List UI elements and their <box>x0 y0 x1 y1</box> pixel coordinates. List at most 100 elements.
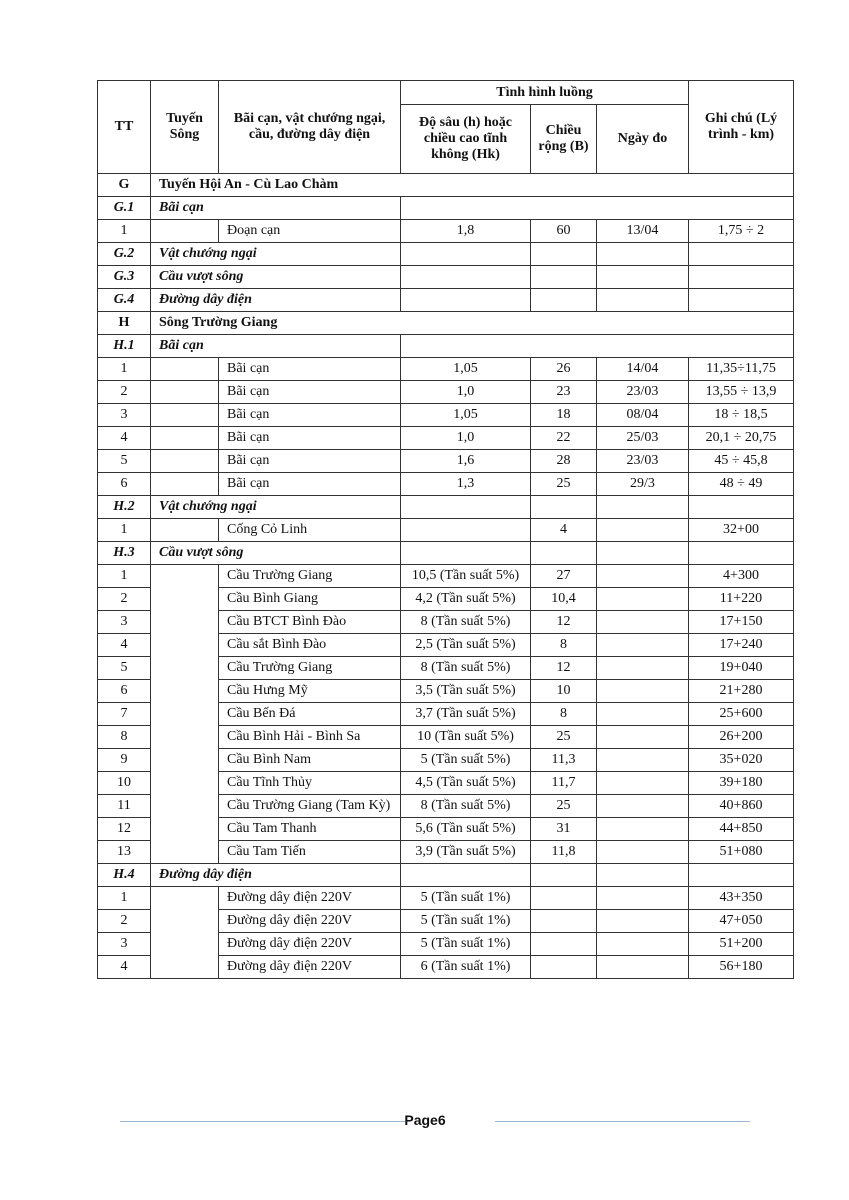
object-name: Cầu sắt Bình Đào <box>218 633 401 657</box>
depth-value: 8 (Tần suất 5%) <box>400 656 531 680</box>
empty-cell <box>530 265 597 289</box>
note-value: 51+080 <box>688 840 794 864</box>
table-row: 1 Cầu Trường Giang 10,5 (Tần suất 5%) 27 4+3… <box>97 564 794 864</box>
empty-cell <box>400 495 531 519</box>
object-name: Bãi cạn <box>218 426 401 450</box>
object-name: Cầu Trường Giang <box>218 656 401 680</box>
date-value <box>596 633 689 657</box>
row-tt: 10 <box>97 771 151 795</box>
object-name: Bãi cạn <box>218 449 401 473</box>
row-tt: 13 <box>97 840 151 864</box>
depth-value: 3,7 (Tần suất 5%) <box>400 702 531 726</box>
depth-value: 4,5 (Tần suất 5%) <box>400 771 531 795</box>
date-value: 25/03 <box>596 426 689 450</box>
depth-value: 4,2 (Tần suất 5%) <box>400 587 531 611</box>
row-tt: 1 <box>97 219 151 243</box>
subsection-tt: H.1 <box>97 334 151 358</box>
row-tt: 1 <box>97 518 151 542</box>
table-row: 11 Cầu Trường Giang (Tam Kỳ) 8 (Tần suất 5… <box>97 794 794 818</box>
empty-cell <box>400 863 531 887</box>
row-tt: 4 <box>97 426 151 450</box>
depth-value: 1,0 <box>400 380 531 404</box>
subsection-row: G.3 Cầu vượt sông <box>97 265 794 289</box>
width-value: 12 <box>530 656 597 680</box>
note-value: 48 ÷ 49 <box>688 472 794 496</box>
river-cell <box>150 518 219 542</box>
table-row: 2 Đường dây điện 220V 5 (Tần suất 1%) 47+05… <box>97 909 794 933</box>
width-value: 27 <box>530 564 597 588</box>
subsection-label: Bãi cạn <box>150 196 401 220</box>
table-row: 1 Đường dây điện 220V 5 (Tần suất 1%) 43+35… <box>97 886 794 979</box>
empty-cell <box>688 265 794 289</box>
width-value: 26 <box>530 357 597 381</box>
date-value: 29/3 <box>596 472 689 496</box>
depth-value: 8 (Tần suất 5%) <box>400 794 531 818</box>
object-name: Đường dây điện 220V <box>218 932 401 956</box>
table-row: 13 Cầu Tam Tiến 3,9 (Tần suất 5%) 11,8 51+08… <box>97 840 794 864</box>
row-tt: 7 <box>97 702 151 726</box>
object-name: Cầu Bến Đá <box>218 702 401 726</box>
header-date: Ngày đo <box>596 104 689 174</box>
date-value <box>596 748 689 772</box>
date-value <box>596 794 689 818</box>
width-value: 60 <box>530 219 597 243</box>
river-cell <box>150 472 219 496</box>
depth-value: 8 (Tần suất 5%) <box>400 610 531 634</box>
note-value: 35+020 <box>688 748 794 772</box>
table-row: 12 Cầu Tam Thanh 5,6 (Tần suất 5%) 31 44+850 <box>97 817 794 841</box>
subsection-label: Bãi cạn <box>150 334 401 358</box>
date-value <box>596 610 689 634</box>
width-value: 11,3 <box>530 748 597 772</box>
width-value: 25 <box>530 725 597 749</box>
river-cell <box>150 426 219 450</box>
depth-value: 1,05 <box>400 357 531 381</box>
width-value <box>530 932 597 956</box>
subsection-label: Cầu vượt sông <box>150 265 401 289</box>
header-channel-status: Tình hình luồng <box>400 80 689 105</box>
depth-value: 3,9 (Tần suất 5%) <box>400 840 531 864</box>
depth-value: 5 (Tần suất 1%) <box>400 932 531 956</box>
subsection-row: H.4 Đường dây điện <box>97 863 794 887</box>
row-tt: 9 <box>97 748 151 772</box>
table-row: 6 Bãi cạn 1,3 25 29/3 48 ÷ 49 <box>97 472 794 496</box>
object-name: Bãi cạn <box>218 357 401 381</box>
date-value <box>596 932 689 956</box>
subsection-tt: G.1 <box>97 196 151 220</box>
width-value: 22 <box>530 426 597 450</box>
subsection-tt: H.2 <box>97 495 151 519</box>
object-name: Cầu Tĩnh Thủy <box>218 771 401 795</box>
subsection-tt: H.4 <box>97 863 151 887</box>
width-value: 11,8 <box>530 840 597 864</box>
note-value: 17+240 <box>688 633 794 657</box>
width-value: 8 <box>530 633 597 657</box>
date-value <box>596 564 689 588</box>
table-row: 1 Đoạn cạn 1,8 60 13/04 1,75 ÷ 2 <box>97 219 794 243</box>
group-label: Tuyến Hội An - Cù Lao Chàm <box>150 173 794 197</box>
river-cell <box>150 380 219 404</box>
subsection-row: H.2 Vật chướng ngại <box>97 495 794 519</box>
width-value: 18 <box>530 403 597 427</box>
depth-value <box>400 518 531 542</box>
subsection-tt: G.3 <box>97 265 151 289</box>
date-value <box>596 656 689 680</box>
object-name: Bãi cạn <box>218 472 401 496</box>
object-name: Cầu Trường Giang (Tam Kỳ) <box>218 794 401 818</box>
date-value <box>596 518 689 542</box>
empty-cell <box>688 288 794 312</box>
row-tt: 4 <box>97 633 151 657</box>
subsection-row: G.2 Vật chướng ngại <box>97 242 794 266</box>
subsection-label: Cầu vượt sông <box>150 541 401 565</box>
depth-value: 1,0 <box>400 426 531 450</box>
note-value: 19+040 <box>688 656 794 680</box>
row-tt: 12 <box>97 817 151 841</box>
empty-cell <box>400 265 531 289</box>
date-value <box>596 771 689 795</box>
depth-value: 1,3 <box>400 472 531 496</box>
empty-cell <box>530 242 597 266</box>
object-name: Bãi cạn <box>218 403 401 427</box>
table-row: 2 Bãi cạn 1,0 23 23/03 13,55 ÷ 13,9 <box>97 380 794 404</box>
object-name: Cầu BTCT Bình Đào <box>218 610 401 634</box>
note-value: 45 ÷ 45,8 <box>688 449 794 473</box>
width-value: 4 <box>530 518 597 542</box>
table-row: 1 Bãi cạn 1,05 26 14/04 11,35÷11,75 <box>97 357 794 381</box>
